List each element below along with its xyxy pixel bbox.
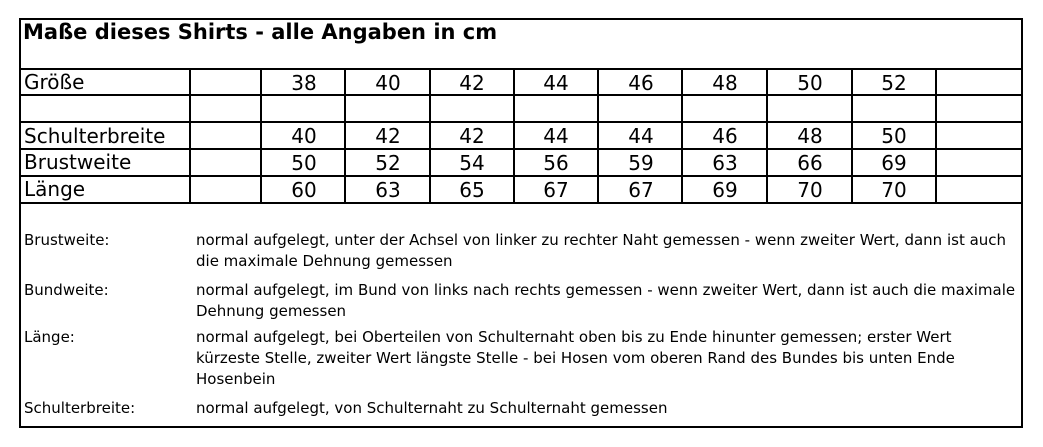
- measure-cell: 70: [881, 178, 907, 202]
- size-cell: 48: [712, 71, 738, 95]
- size-cell: 42: [459, 71, 485, 95]
- grid-line: [935, 68, 937, 204]
- measure-cell: 59: [628, 151, 654, 175]
- grid-line: [513, 68, 515, 204]
- measure-cell: 70: [797, 178, 823, 202]
- measure-cell: 54: [459, 151, 485, 175]
- measure-cell: 67: [543, 178, 569, 202]
- grid-line: [597, 68, 599, 204]
- grid-line: [19, 121, 1023, 123]
- note-term: Bundweite:: [24, 281, 109, 299]
- measure-cell: 65: [459, 178, 485, 202]
- grid-line: [851, 68, 853, 204]
- measure-cell: 60: [291, 178, 317, 202]
- note-text: normal aufgelegt, im Bund von links nach…: [196, 281, 1016, 320]
- grid-line: [189, 68, 191, 204]
- measure-cell: 50: [291, 151, 317, 175]
- measure-cell: 63: [375, 178, 401, 202]
- measure-cell: 46: [712, 124, 738, 148]
- size-cell: 50: [797, 71, 823, 95]
- row-label-schulterbreite: Schulterbreite: [24, 124, 166, 148]
- grid-line: [19, 202, 1023, 204]
- grid-line: [429, 68, 431, 204]
- grid-line: [19, 68, 1023, 70]
- note-text: normal aufgelegt, unter der Achsel von l…: [196, 231, 1007, 270]
- note-term: Schulterbreite:: [24, 399, 136, 417]
- size-cell: 46: [628, 71, 654, 95]
- measure-cell: 69: [881, 151, 907, 175]
- chart-title: Maße dieses Shirts - alle Angaben in cm: [23, 20, 498, 44]
- measure-cell: 52: [375, 151, 401, 175]
- size-cell: 44: [543, 71, 569, 95]
- size-cell: 40: [375, 71, 401, 95]
- row-label-brustweite: Brustweite: [24, 150, 132, 174]
- row-label-groesse: Größe: [24, 70, 85, 94]
- grid-line: [19, 148, 1023, 150]
- grid-line: [19, 175, 1023, 177]
- grid-line: [19, 94, 1023, 96]
- grid-line: [681, 68, 683, 204]
- measure-cell: 66: [797, 151, 823, 175]
- grid-line: [344, 68, 346, 204]
- measure-cell: 44: [543, 124, 569, 148]
- measure-cell: 40: [291, 124, 317, 148]
- note-term: Länge:: [24, 328, 75, 346]
- measure-cell: 50: [881, 124, 907, 148]
- measure-cell: 56: [543, 151, 569, 175]
- measure-cell: 69: [712, 178, 738, 202]
- measure-cell: 67: [628, 178, 654, 202]
- size-cell: 38: [291, 71, 317, 95]
- size-chart-frame: [19, 18, 1023, 428]
- note-term: Brustweite:: [24, 231, 110, 249]
- measure-cell: 48: [797, 124, 823, 148]
- measure-cell: 44: [628, 124, 654, 148]
- note-text: normal aufgelegt, bei Oberteilen von Sch…: [196, 328, 955, 388]
- size-cell: 52: [881, 71, 907, 95]
- grid-line: [766, 68, 768, 204]
- grid-line: [260, 68, 262, 204]
- measure-cell: 42: [459, 124, 485, 148]
- row-label-laenge: Länge: [24, 177, 86, 201]
- measure-cell: 42: [375, 124, 401, 148]
- measure-cell: 63: [712, 151, 738, 175]
- note-text: normal aufgelegt, von Schulternaht zu Sc…: [196, 399, 668, 417]
